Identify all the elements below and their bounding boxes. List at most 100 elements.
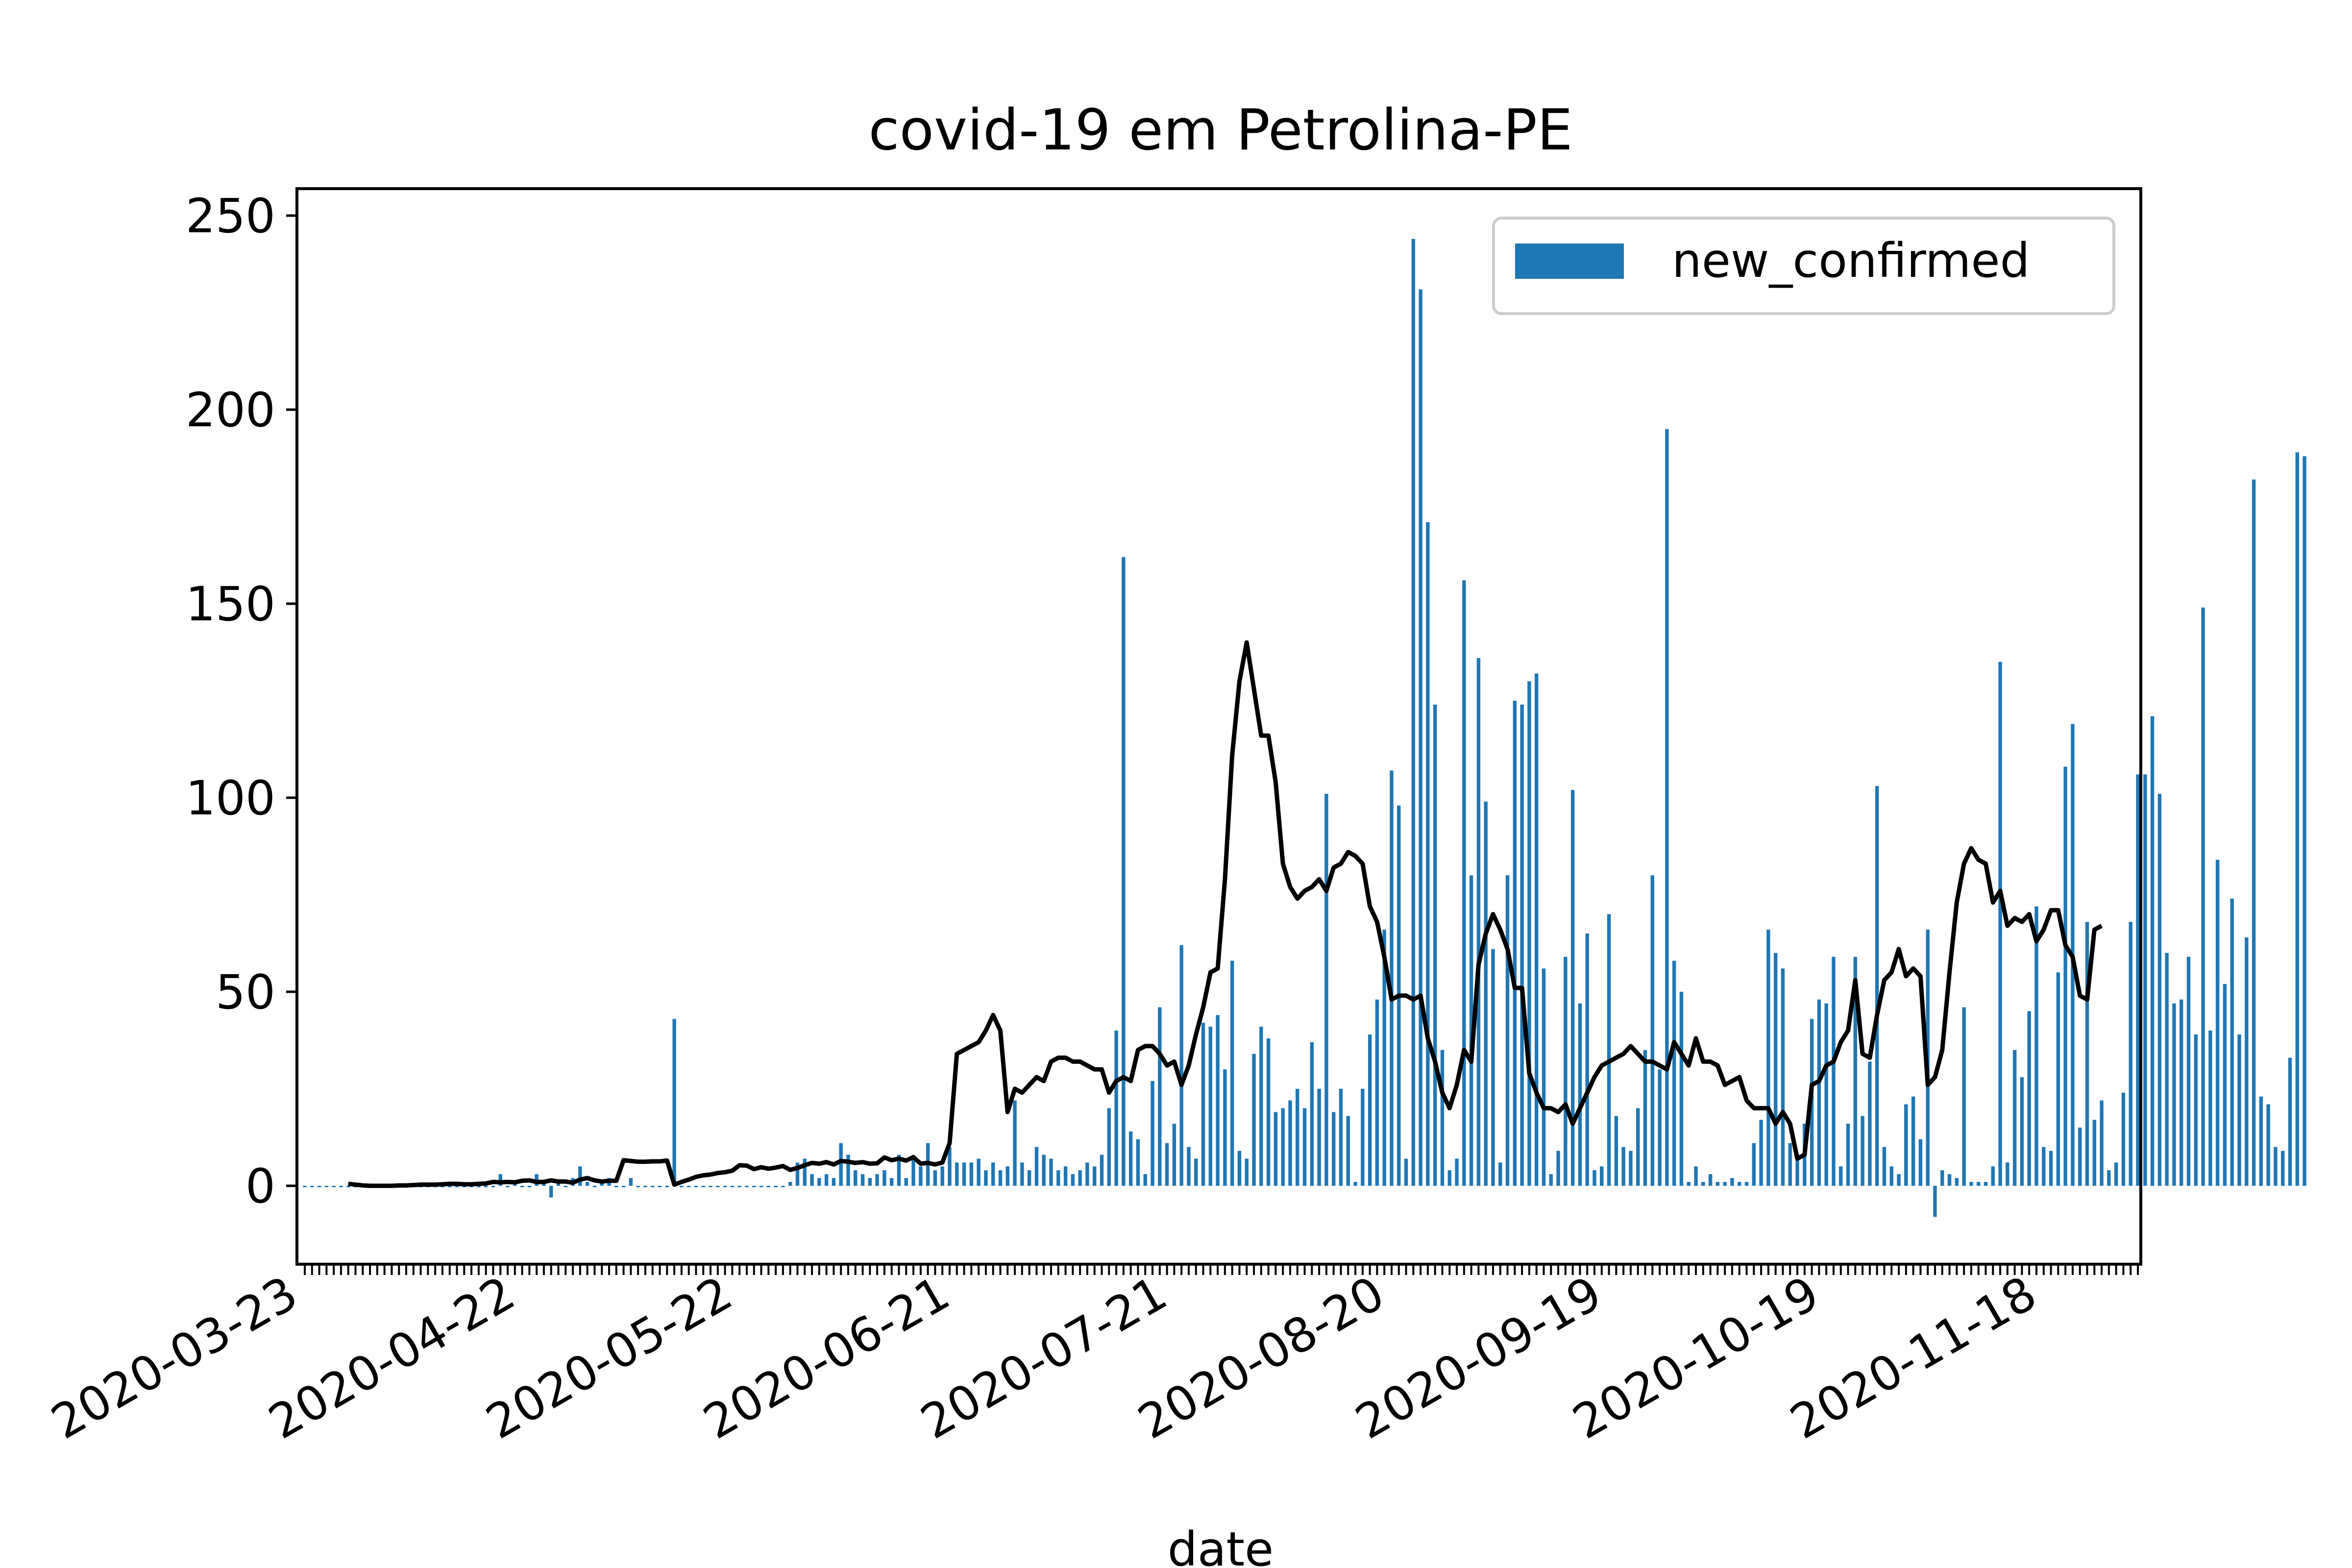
bar-new-confirmed [1744,1182,1749,1186]
bar-new-confirmed [1687,1182,1690,1186]
bar-new-confirmed [839,1143,843,1186]
bar-new-confirmed [1382,930,1386,1186]
bar-new-confirmed [854,1170,858,1186]
bar-new-confirmed [2274,1147,2278,1186]
bar-new-confirmed [723,1186,727,1187]
bar-new-confirmed [897,1154,901,1186]
bar-new-confirmed [1317,1089,1321,1186]
bar-new-confirmed [643,1186,647,1187]
bar-new-confirmed [1288,1100,1292,1186]
bar-new-confirmed [1955,1178,1959,1186]
bar-new-confirmed [2085,922,2089,1186]
bar-new-confirmed [324,1186,329,1187]
bar-new-confirmed [2078,1127,2082,1186]
bar-new-confirmed [455,1186,459,1187]
bar-new-confirmed [317,1186,321,1187]
bar-new-confirmed [1875,786,1879,1186]
bar-new-confirmed [1042,1154,1046,1186]
bar-new-confirmed [1332,1112,1336,1186]
y-axis: 0 50 100 150 200 250 [186,189,297,1214]
bar-new-confirmed [1034,1147,1039,1186]
bar-new-confirmed [506,1186,510,1187]
bar-new-confirmed [332,1186,336,1187]
bar-new-confirmed [2020,1077,2024,1186]
bar-new-confirmed [680,1186,684,1187]
bar-new-confirmed [2208,1030,2212,1186]
bar-new-confirmed [1621,1147,1625,1186]
bar-new-confirmed [2194,1034,2198,1186]
bar-new-confirmed [2114,1162,2118,1186]
bar-new-confirmed [1679,992,1684,1186]
bar-new-confirmed [1607,914,1611,1186]
bar-new-confirmed [1259,1027,1263,1186]
bar-new-confirmed [1629,1151,1633,1186]
bar-new-confirmed [1433,704,1437,1186]
bar-new-confirmed [1643,1050,1647,1186]
bar-new-confirmed [629,1178,633,1186]
bar-new-confirmed [810,1174,814,1186]
bar-new-confirmed [1549,1174,1553,1186]
bar-new-confirmed [310,1186,314,1187]
bar-new-confirmed [1636,1108,1640,1186]
bar-new-confirmed [1889,1166,1893,1186]
bar-new-confirmed [1281,1108,1285,1186]
bar-new-confirmed [1853,956,1858,1186]
bar-new-confirmed [1665,429,1669,1186]
bar-new-confirmed [1977,1182,1981,1186]
bar-new-confirmed [730,1186,735,1187]
bar-new-confirmed [1933,1186,1937,1217]
y-tick-label: 50 [216,965,275,1020]
moving-average-line [348,640,2103,1188]
bar-new-confirmed [1738,1182,1741,1186]
bar-new-confirmed [614,1186,618,1187]
bar-new-confirmed [904,1178,908,1186]
bar-new-confirmed [1773,953,1778,1186]
bar-new-confirmed [636,1186,640,1187]
bar-new-confirmed [2143,774,2147,1186]
bar-new-confirmed [2063,766,2067,1186]
bar-new-confirmed [2121,1092,2126,1186]
bar-new-confirmed [1585,933,1589,1186]
bar-new-confirmed [1165,1143,1169,1186]
bar-new-confirmed [1505,875,1510,1186]
bar-new-confirmed [1151,1081,1154,1186]
bar-new-confirmed [686,1186,691,1187]
bar-new-confirmed [658,1186,662,1187]
bar-new-confirmed [1723,1182,1727,1186]
bar-new-confirmed [1085,1162,1089,1186]
bar-new-confirmed [1614,1116,1618,1186]
bar-new-confirmed [1172,1124,1176,1186]
bar-new-confirmed [2259,1096,2263,1186]
bar-new-confirmed [1361,1089,1365,1186]
bar-new-confirmed [491,1186,495,1187]
bar-new-confirmed [1310,1042,1314,1186]
bar-new-confirmed [1187,1147,1191,1186]
bar-new-confirmed [1882,1147,1886,1186]
bar-new-confirmed [962,1162,966,1186]
bar-new-confirmed [1302,1108,1307,1186]
bar-new-confirmed [477,1186,481,1187]
bar-new-confirmed [940,1166,944,1186]
bar-new-confirmed [969,1162,974,1186]
bar-new-confirmed [1535,673,1539,1186]
y-tick-label: 200 [186,383,275,438]
bar-new-confirmed [948,1147,952,1186]
bar-new-confirmed [1969,1182,1973,1186]
bar-new-confirmed [803,1158,807,1186]
bar-new-confirmed [1592,1170,1596,1186]
bar-new-confirmed [2303,456,2306,1186]
bar-new-confirmed [2295,452,2299,1186]
bar-new-confirmed [1252,1054,1256,1186]
bar-new-confirmed [1404,1158,1408,1186]
bar-new-confirmed [1788,1143,1792,1186]
moving-average-group [348,640,2103,1188]
bar-new-confirmed [2042,1147,2046,1186]
bar-new-confirmed [1832,956,1836,1186]
bar-new-confirmed [1056,1170,1060,1186]
legend: new_confirmed [1492,217,2115,315]
bar-new-confirmed [1817,999,1821,1186]
bar-new-confirmed [1708,1174,1713,1186]
bar-new-confirmed [1013,1100,1017,1186]
bar-new-confirmed [1353,1182,1357,1186]
bar-new-confirmed [2252,479,2256,1186]
